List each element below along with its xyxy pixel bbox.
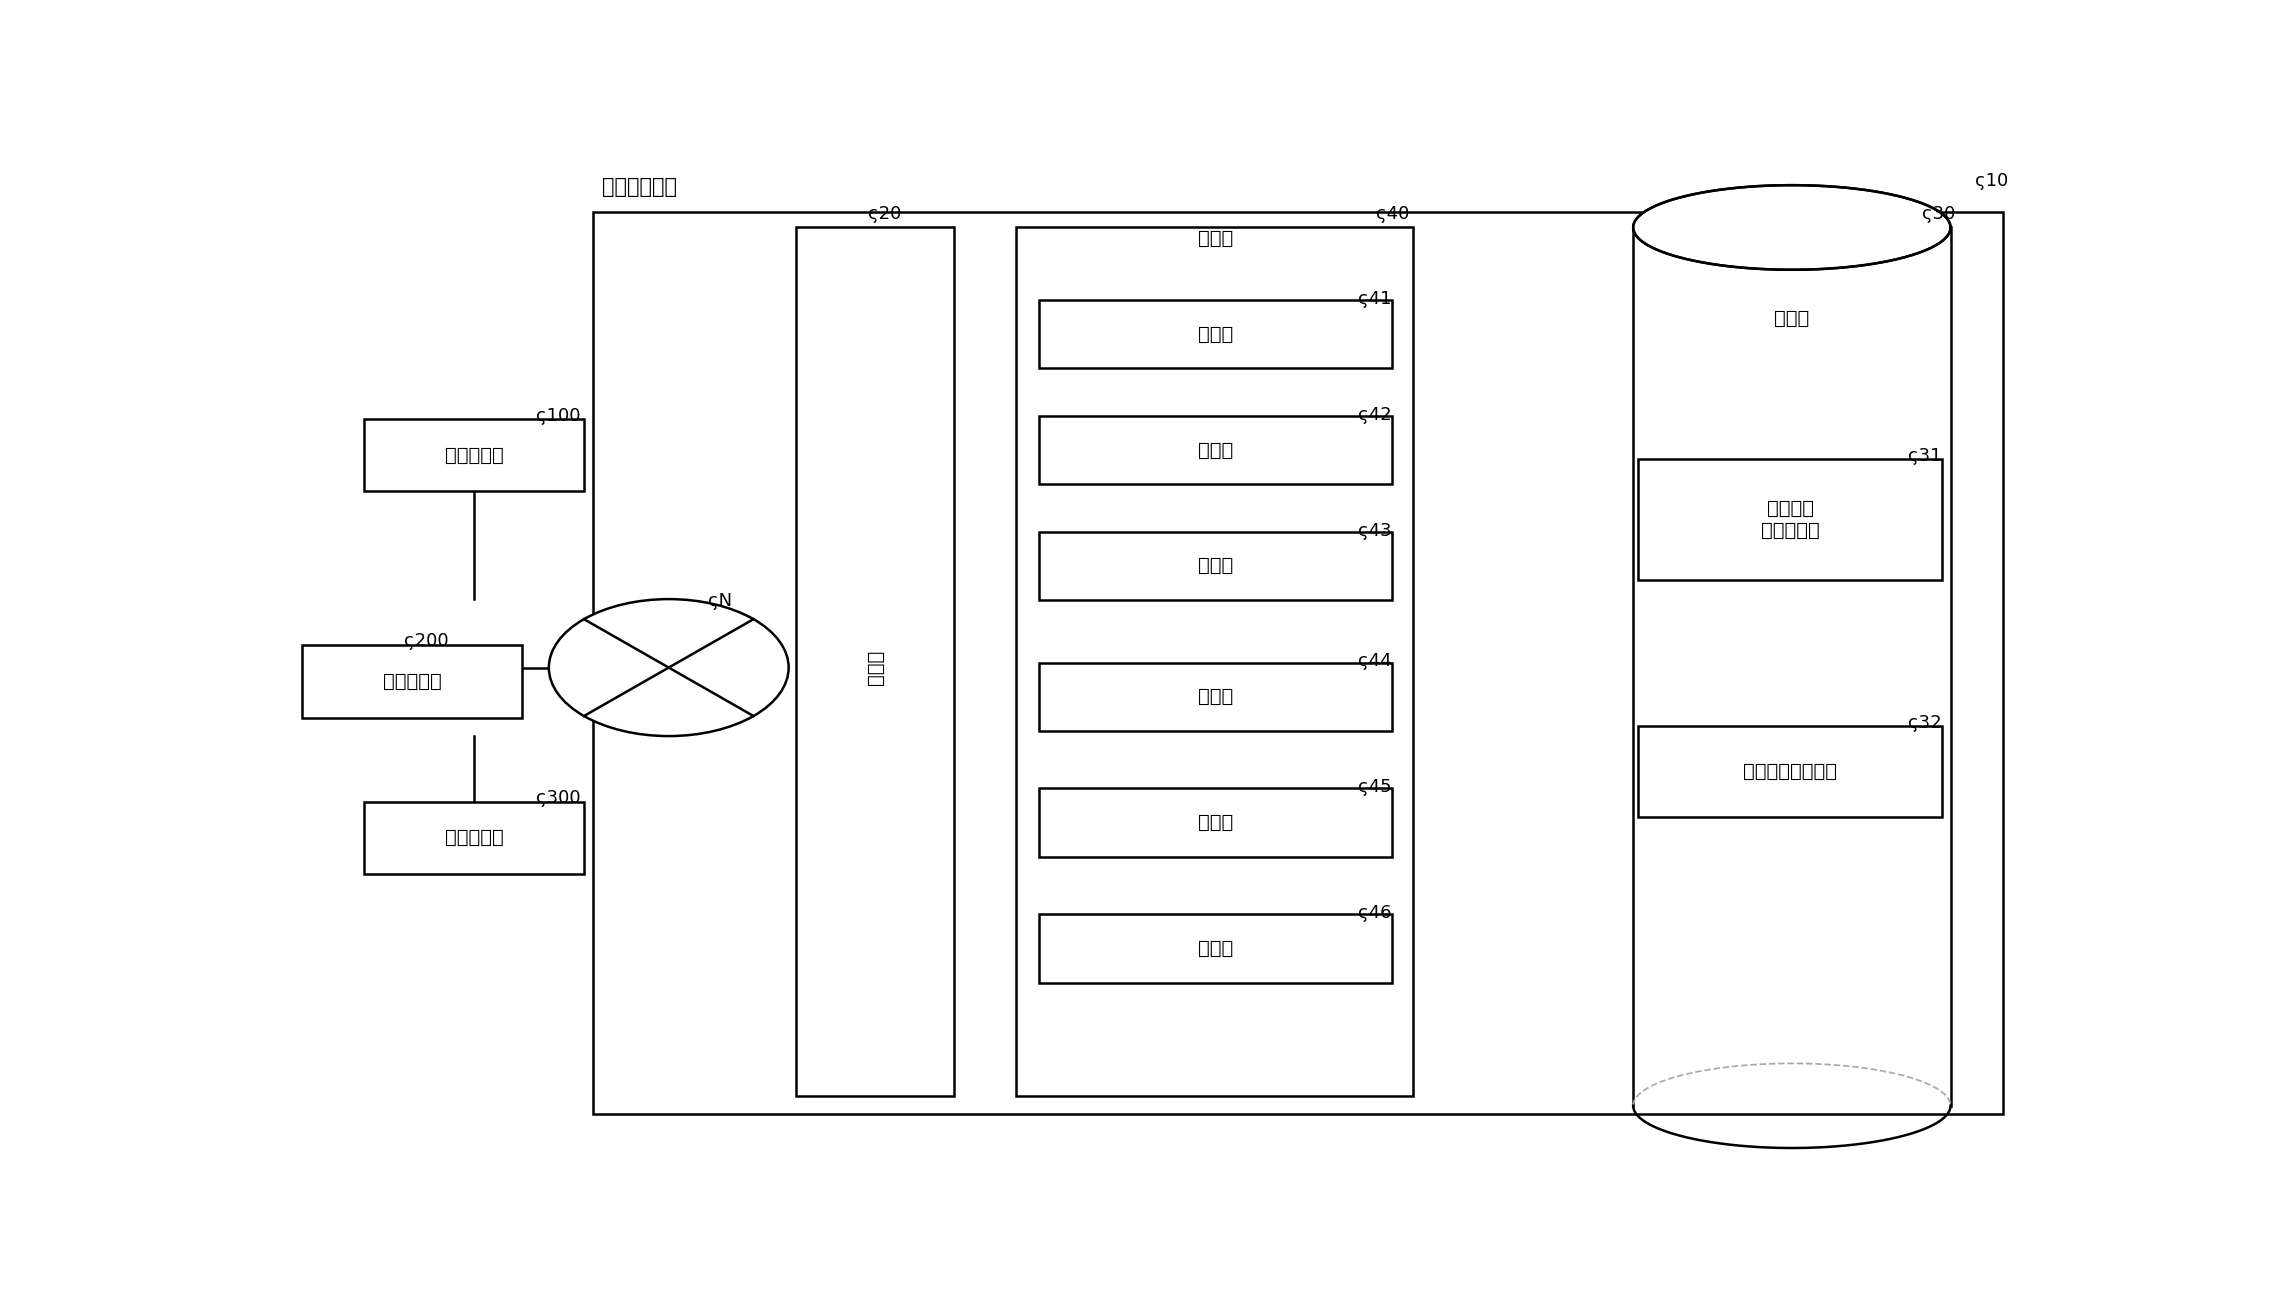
Bar xyxy=(1638,726,1941,816)
Text: ς41: ς41 xyxy=(1358,290,1392,307)
Text: 被看护者
信息数据库: 被看护者 信息数据库 xyxy=(1761,500,1820,540)
Text: 接受部: 接受部 xyxy=(1197,687,1233,706)
Bar xyxy=(1040,914,1392,982)
Text: 看护者信息数据库: 看护者信息数据库 xyxy=(1743,761,1838,781)
Text: 管理者终端: 管理者终端 xyxy=(444,828,503,848)
Text: ς20: ς20 xyxy=(869,205,901,224)
Text: ς31: ς31 xyxy=(1909,447,1941,466)
Text: 设定部: 设定部 xyxy=(1197,939,1233,957)
Ellipse shape xyxy=(1633,186,1950,269)
Text: ς40: ς40 xyxy=(1376,205,1408,224)
Bar xyxy=(1040,789,1392,857)
Text: ς300: ς300 xyxy=(537,790,580,807)
Text: ς32: ς32 xyxy=(1909,714,1941,732)
Text: 存储部: 存储部 xyxy=(1774,309,1809,327)
Text: ς100: ς100 xyxy=(537,407,580,425)
Text: 获取部: 获取部 xyxy=(1197,324,1233,344)
Bar xyxy=(796,228,956,1096)
Bar xyxy=(303,645,523,718)
Text: ς44: ς44 xyxy=(1358,653,1392,671)
Text: ς43: ς43 xyxy=(1358,522,1392,540)
Bar xyxy=(1040,416,1392,484)
Text: 通信部: 通信部 xyxy=(864,650,885,685)
Bar xyxy=(364,419,585,492)
Bar xyxy=(1638,459,1941,579)
Bar xyxy=(1040,531,1392,600)
Text: 提供部: 提供部 xyxy=(1197,556,1233,576)
Polygon shape xyxy=(1633,228,1950,1105)
Text: 通知部: 通知部 xyxy=(1197,814,1233,832)
Text: 控制部: 控制部 xyxy=(1197,229,1233,247)
Text: 信息处理装置: 信息处理装置 xyxy=(601,178,676,198)
Text: 核对部: 核对部 xyxy=(1197,441,1233,459)
Bar xyxy=(1040,300,1392,369)
Text: 看护者终端: 看护者终端 xyxy=(382,672,441,691)
Ellipse shape xyxy=(548,599,789,736)
Bar xyxy=(594,212,2004,1114)
Text: 利用者终端: 利用者终端 xyxy=(444,446,503,464)
Text: ς30: ς30 xyxy=(1922,205,1956,224)
Text: ς45: ς45 xyxy=(1358,778,1392,797)
Text: ς46: ς46 xyxy=(1358,904,1392,922)
Text: ςN: ςN xyxy=(708,593,733,610)
Bar xyxy=(364,802,585,874)
Text: ς42: ς42 xyxy=(1358,405,1392,424)
Text: ς200: ς200 xyxy=(403,632,448,650)
Text: ς10: ς10 xyxy=(1975,173,2009,190)
Bar xyxy=(1017,228,1413,1096)
Bar xyxy=(1040,663,1392,731)
